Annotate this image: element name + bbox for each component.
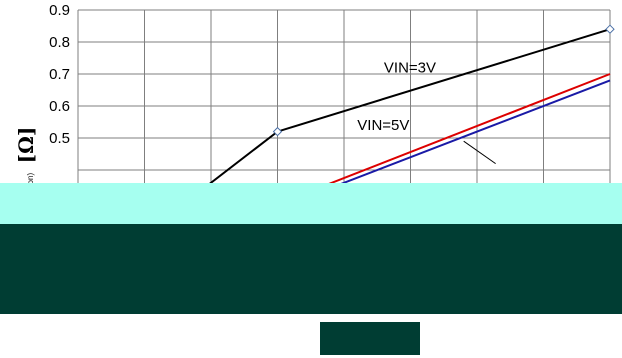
y-tick-labels: 0.9 0.8 0.7 0.6 0.5 (49, 2, 70, 147)
y-axis-subscript-label: (on) (26, 173, 35, 188)
y-tick-label: 0.8 (49, 34, 70, 51)
series-marker (605, 24, 615, 34)
y-tick-label: 0.7 (49, 66, 70, 83)
series-marker (272, 126, 283, 137)
chart-annotations: VIN=3V VIN=5V (357, 60, 436, 135)
y-axis-unit-label: [Ω] (14, 127, 38, 164)
overlay-band-dark (0, 224, 622, 314)
overlay-band-light (0, 183, 622, 224)
x-axis-label-block (320, 322, 420, 355)
series-annotation: VIN=5V (357, 117, 409, 134)
annotation-leader (463, 140, 496, 165)
y-tick-label: 0.5 (49, 130, 70, 147)
y-tick-label: 0.6 (49, 98, 70, 115)
series-annotation: VIN=3V (384, 60, 436, 77)
y-tick-label: 0.9 (49, 2, 70, 19)
